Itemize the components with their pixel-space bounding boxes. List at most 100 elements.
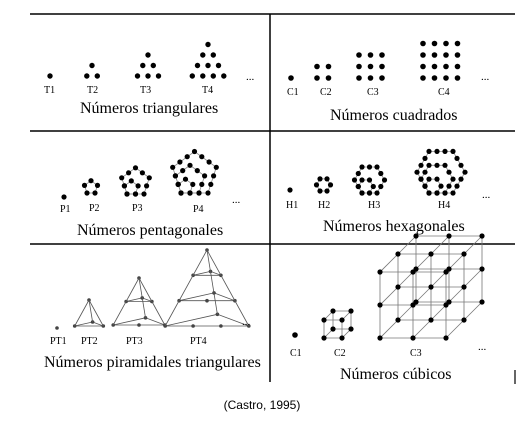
- square-dot: [379, 52, 385, 58]
- pentagonal-dot: [205, 190, 210, 195]
- cubic-dot: [446, 233, 451, 238]
- square-dot: [432, 64, 438, 70]
- panel-cubic: C1 C2 C3 ... Números cúbicos: [290, 233, 487, 383]
- cubic-dot: [321, 335, 326, 340]
- pyramidal-label-1: PT1: [50, 336, 67, 347]
- pyramidal-title: Números piramidales triangulares: [44, 354, 261, 371]
- hexagonal-dot: [434, 177, 439, 182]
- cubic-dot: [461, 251, 466, 256]
- triangular-dot: [205, 42, 210, 47]
- cube-edge: [398, 236, 416, 254]
- hexagonal-label-3: H3: [368, 200, 380, 211]
- cube-edge: [446, 320, 464, 338]
- triangular-dot: [145, 73, 150, 78]
- hexagonal-dot: [367, 164, 372, 169]
- hexagonal-dot: [287, 187, 292, 192]
- pentagonal-dot: [187, 163, 192, 168]
- hexagonal-label-2: H2: [318, 200, 330, 211]
- cubic-dot: [428, 284, 433, 289]
- hexagonal-dot: [434, 190, 439, 195]
- pentagonal-dot: [141, 191, 146, 196]
- cubic-dot: [410, 269, 415, 274]
- cubic-dot-patterns: [292, 233, 484, 340]
- pyramidal-label-4: PT4: [190, 336, 207, 347]
- hexagonal-title: Números hexagonales: [323, 218, 465, 235]
- square-label-4: C4: [438, 87, 450, 98]
- pentagonal-dot: [170, 165, 175, 170]
- square-dot: [432, 52, 438, 58]
- square-label-2: C2: [320, 87, 332, 98]
- cubic-dot: [348, 326, 353, 331]
- panel-triangular: T1 T2 T3 T4 ... Números triangulares: [44, 42, 255, 117]
- triangular-dot: [135, 73, 140, 78]
- pentagonal-dot: [196, 190, 201, 195]
- hexagonal-dot: [324, 176, 329, 181]
- cubic-dot: [339, 317, 344, 322]
- hexagonal-dot: [454, 184, 459, 189]
- square-dot: [420, 52, 426, 58]
- cube-edge: [464, 269, 482, 287]
- pentagonal-dot: [190, 182, 195, 187]
- triangular-dot: [145, 52, 150, 57]
- cube-edge: [380, 287, 398, 305]
- pentagonal-dot: [92, 190, 97, 195]
- square-dot: [455, 64, 461, 70]
- hexagonal-dot: [446, 170, 451, 175]
- cubic-dot: [395, 251, 400, 256]
- hexagonal-dot: [442, 190, 447, 195]
- pentagonal-dot-patterns: [61, 149, 219, 200]
- panel-pyramidal: PT1 PT2 PT3 PT4 ... Números piramidales …: [44, 248, 261, 371]
- hexagonal-dot: [359, 190, 364, 195]
- hexagonal-dot: [352, 177, 357, 182]
- square-dot: [420, 41, 426, 47]
- pyramid-edge: [165, 314, 217, 326]
- hexagonal-dot: [367, 190, 372, 195]
- cubic-dot: [377, 269, 382, 274]
- pentagonal-dot: [119, 175, 124, 180]
- pyramidal-dot: [219, 324, 223, 328]
- square-dot: [379, 64, 385, 70]
- triangular-dot: [95, 73, 100, 78]
- triangular-dot: [47, 73, 52, 78]
- cubic-title: Números cúbicos: [340, 366, 452, 383]
- cubic-dot: [292, 332, 298, 338]
- pentagonal-label-1: P1: [60, 204, 71, 215]
- hexagonal-dot: [426, 149, 431, 154]
- hexagonal-dot: [378, 171, 383, 176]
- pyramid-edge: [126, 298, 142, 302]
- cubic-dot: [443, 335, 448, 340]
- cubic-dot: [395, 284, 400, 289]
- square-dot: [326, 75, 332, 81]
- square-dot: [288, 75, 294, 81]
- pentagonal-dot: [185, 154, 190, 159]
- pentagonal-dot: [180, 168, 185, 173]
- pentagonal-dot: [124, 191, 129, 196]
- cube-edge: [431, 236, 449, 254]
- triangular-dot: [200, 52, 205, 57]
- pentagonal-label-2: P2: [89, 203, 100, 214]
- hexagonal-dot: [426, 163, 431, 168]
- hexagonal-dot: [356, 184, 361, 189]
- cubic-label-2: C2: [334, 348, 346, 359]
- cubic-dot: [395, 317, 400, 322]
- triangular-title: Números triangulares: [80, 100, 218, 117]
- pyramid-edge: [113, 318, 145, 325]
- square-ellipsis: ...: [481, 71, 490, 83]
- pyramid-edge: [75, 300, 89, 326]
- triangular-dot: [195, 63, 200, 68]
- pyramid-edge: [75, 322, 93, 326]
- hexagonal-dot: [359, 164, 364, 169]
- hexagonal-dot: [446, 184, 451, 189]
- pentagonal-dot: [199, 182, 204, 187]
- cubic-ellipsis: ...: [478, 341, 487, 353]
- hexagonal-dot: [317, 188, 322, 193]
- pentagonal-title: Números pentagonales: [77, 222, 223, 239]
- triangular-dot: [89, 63, 94, 68]
- hexagonal-dot: [426, 177, 431, 182]
- square-dot: [356, 64, 362, 70]
- square-dot: [420, 64, 426, 70]
- hexagonal-dot: [314, 182, 319, 187]
- triangular-label-3: T3: [140, 85, 151, 96]
- pyramid-edge: [193, 271, 210, 275]
